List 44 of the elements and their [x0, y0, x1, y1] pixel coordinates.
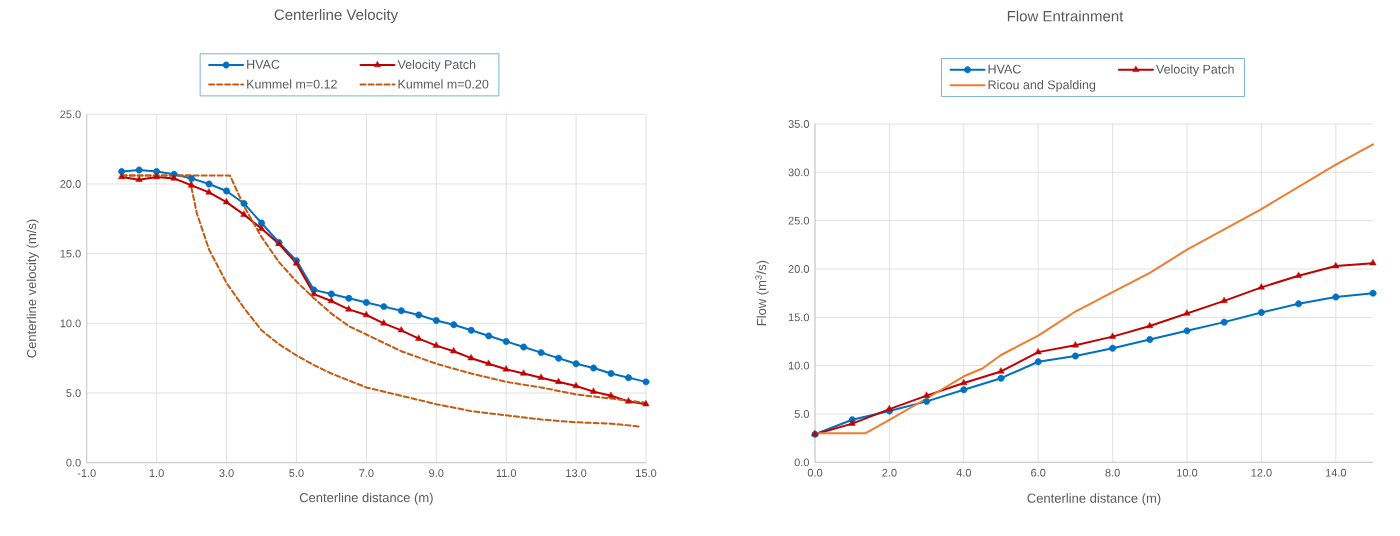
- y-axis-title: Flow (m$^{3}$/s): [755, 260, 769, 326]
- y-tick-label: 5.0: [794, 410, 810, 418]
- y-tick-label: 15.0: [60, 249, 81, 258]
- x-tick-label: 15.0: [636, 469, 657, 478]
- legend-label: Velocity Patch: [1156, 64, 1234, 77]
- y-tick-label: 0.0: [794, 458, 810, 467]
- legend-label: Ricou and Spalding: [988, 80, 1096, 92]
- x-tick-label: 0.0: [807, 468, 823, 477]
- x-tick-label: 7.0: [359, 469, 374, 478]
- x-axis-title: Centerline distance (m): [299, 492, 433, 505]
- legend-label: Kummel m=0.20: [398, 79, 489, 89]
- legend-label: Velocity Patch: [397, 59, 476, 72]
- x-tick-label: 1.0: [149, 469, 164, 478]
- x-tick-label: 9.0: [429, 469, 444, 478]
- x-axis-title: Centerline distance (m): [1027, 493, 1161, 506]
- y-tick-label: 20.0: [60, 180, 81, 188]
- x-tick-label: 12.0: [1251, 468, 1272, 477]
- y-tick-label: 5.0: [66, 389, 81, 397]
- y-tick-label: 10.0: [788, 361, 810, 370]
- x-tick-label: 4.0: [956, 468, 972, 477]
- chart-title: Centerline Velocity: [274, 9, 399, 23]
- x-tick-label: 3.0: [219, 469, 234, 478]
- y-tick-label: 35.0: [788, 120, 810, 128]
- x-tick-label: -1.0: [77, 469, 96, 478]
- y-axis-title: Centerline velocity (m/s): [26, 219, 39, 358]
- x-tick-label: 11.0: [496, 469, 517, 478]
- x-tick-label: 13.0: [566, 469, 587, 478]
- chart-title: Flow Entrainment: [1007, 10, 1124, 22]
- x-tick-label: 14.0: [1325, 468, 1347, 477]
- y-tick-label: 25.0: [788, 216, 810, 225]
- y-tick-label: 15.0: [788, 313, 810, 322]
- legend-label: Kummel m=0.12: [247, 79, 337, 89]
- y-tick-label: 30.0: [788, 168, 810, 177]
- y-tick-label: 0.0: [66, 458, 81, 467]
- y-tick-label: 10.0: [60, 319, 81, 328]
- legend-label: HVAC: [247, 59, 280, 69]
- x-tick-label: 2.0: [882, 468, 897, 477]
- x-tick-label: 8.0: [1105, 468, 1120, 477]
- y-tick-label: 20.0: [788, 265, 810, 273]
- legend-label: HVAC: [988, 64, 1021, 74]
- x-tick-label: 5.0: [289, 469, 304, 478]
- x-tick-label: 6.0: [1031, 468, 1046, 477]
- y-tick-label: 25.0: [60, 110, 81, 119]
- x-tick-label: 10.0: [1177, 468, 1198, 477]
